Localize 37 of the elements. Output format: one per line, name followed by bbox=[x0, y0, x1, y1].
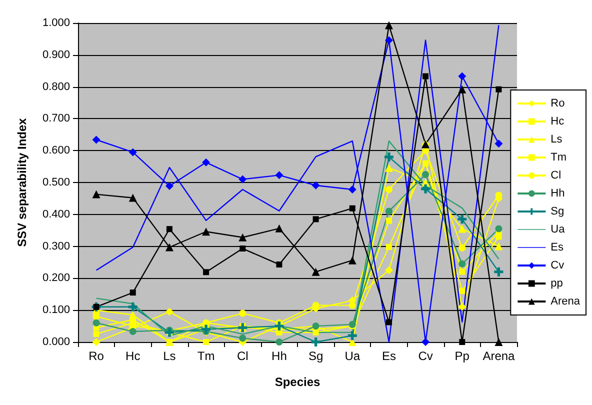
y-tick-label: 0.600 bbox=[42, 144, 70, 157]
x-tick-label: Cv bbox=[418, 349, 433, 363]
y-tick-label: 0.800 bbox=[42, 80, 70, 93]
x-tick-label: Tm bbox=[197, 349, 215, 363]
legend-label: Cl bbox=[550, 170, 562, 182]
legend-label: Hh bbox=[550, 188, 565, 200]
x-tick-label: Sg bbox=[308, 349, 324, 363]
y-tick-label: 0.200 bbox=[42, 272, 70, 284]
x-tick-label: Ua bbox=[344, 349, 360, 363]
legend-label: Ls bbox=[550, 134, 563, 146]
legend-label: Tm bbox=[550, 152, 567, 164]
y-tick-label: 0.500 bbox=[42, 176, 70, 188]
x-tick-label: Hc bbox=[126, 349, 140, 363]
y-tick-label: 0.300 bbox=[42, 240, 70, 252]
legend-label: Sg bbox=[550, 206, 564, 218]
y-tick-label: 0.000 bbox=[42, 336, 70, 348]
y-tick-label: 0.700 bbox=[42, 112, 70, 125]
y-axis-title: SSV separability Index bbox=[15, 118, 29, 247]
y-tick-label: 0.900 bbox=[42, 48, 70, 61]
y-tick-label: 0.100 bbox=[42, 304, 70, 316]
x-tick-label: Pp bbox=[454, 349, 470, 363]
x-axis-title: Species bbox=[274, 375, 320, 389]
legend-label: Ro bbox=[550, 98, 565, 110]
x-tick-label: Ro bbox=[88, 349, 104, 363]
legend-label: Arena bbox=[550, 296, 581, 308]
x-tick-label: Cl bbox=[236, 349, 248, 363]
x-tick-label: Es bbox=[382, 349, 396, 363]
x-tick-label: Arena bbox=[482, 349, 516, 363]
y-tick-label: 1.000 bbox=[42, 17, 70, 29]
legend-label: pp bbox=[550, 278, 563, 290]
x-tick-label: Ls bbox=[163, 349, 176, 363]
legend-label: Hc bbox=[550, 116, 565, 128]
legend-label: Ua bbox=[550, 224, 566, 236]
x-tick-label: Hh bbox=[272, 349, 287, 363]
legend-label: Es bbox=[550, 242, 564, 254]
legend-label: Cv bbox=[550, 260, 565, 272]
y-tick-label: 0.400 bbox=[42, 208, 70, 220]
